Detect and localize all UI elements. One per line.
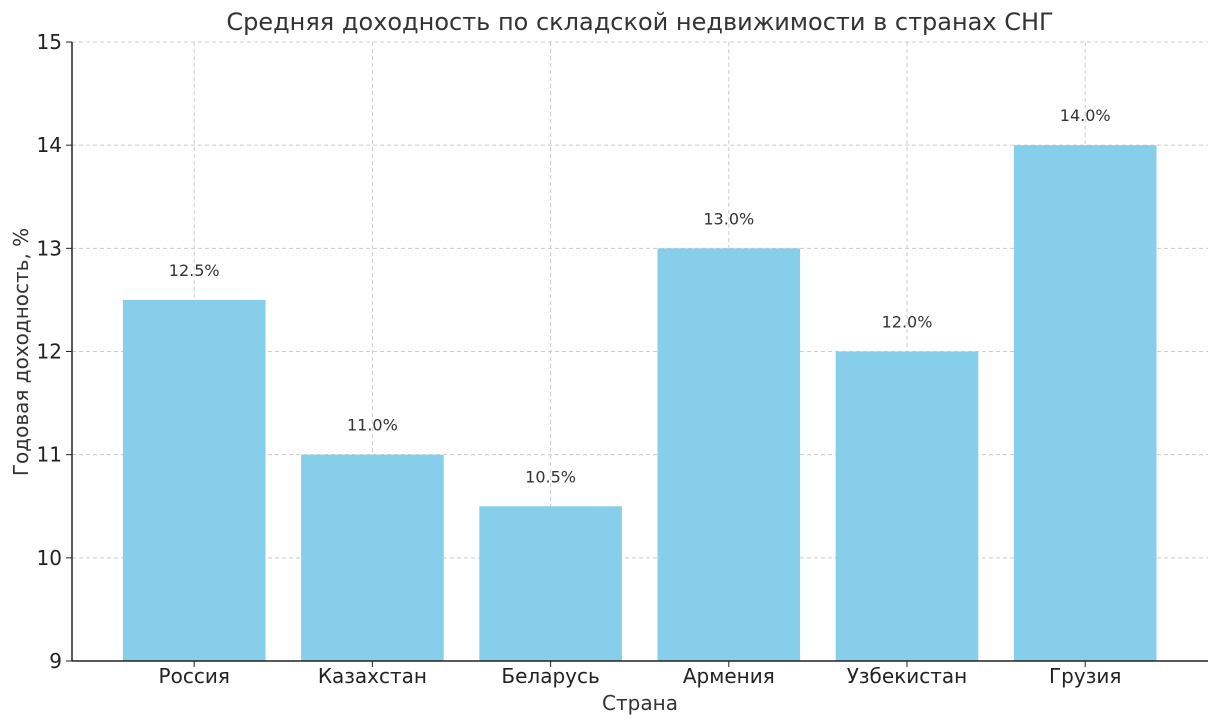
bar-value-label: 12.5% <box>169 261 220 280</box>
bars <box>122 145 1157 662</box>
y-tick-label: 13 <box>37 236 62 260</box>
y-tick-label: 10 <box>37 546 62 570</box>
y-tick-label: 15 <box>37 30 62 54</box>
bar <box>657 248 801 662</box>
x-tick-label: Россия <box>159 664 230 688</box>
x-axis-label: Страна <box>602 691 678 715</box>
bar-value-label: 12.0% <box>882 313 933 332</box>
chart-title: Средняя доходность по складской недвижим… <box>226 8 1053 36</box>
y-axis-label: Годовая доходность, % <box>9 228 33 476</box>
bar <box>1013 145 1157 661</box>
axes <box>66 41 1208 667</box>
x-tick-label: Грузия <box>1049 664 1121 688</box>
bar <box>479 506 622 661</box>
x-tick-label: Армения <box>683 664 775 688</box>
tick-labels: 9 10 11 12 13 14 15 12.5% Россия 11.0% Казахстан 10… <box>37 30 1122 688</box>
bar <box>122 299 266 661</box>
bar <box>835 351 979 661</box>
y-tick-label: 12 <box>37 340 62 364</box>
y-tick-label: 9 <box>49 649 62 673</box>
x-tick-label: Узбекистан <box>847 664 968 688</box>
y-tick-label: 11 <box>37 443 62 467</box>
bar-value-label: 11.0% <box>347 416 398 435</box>
bar-value-label: 14.0% <box>1060 106 1111 125</box>
x-tick-label: Беларусь <box>501 664 599 688</box>
x-tick-label: Казахстан <box>318 664 427 688</box>
bar-value-label: 13.0% <box>703 209 754 228</box>
bar-value-label: 10.5% <box>525 467 576 486</box>
y-tick-label: 14 <box>37 133 62 157</box>
bar <box>301 454 444 661</box>
